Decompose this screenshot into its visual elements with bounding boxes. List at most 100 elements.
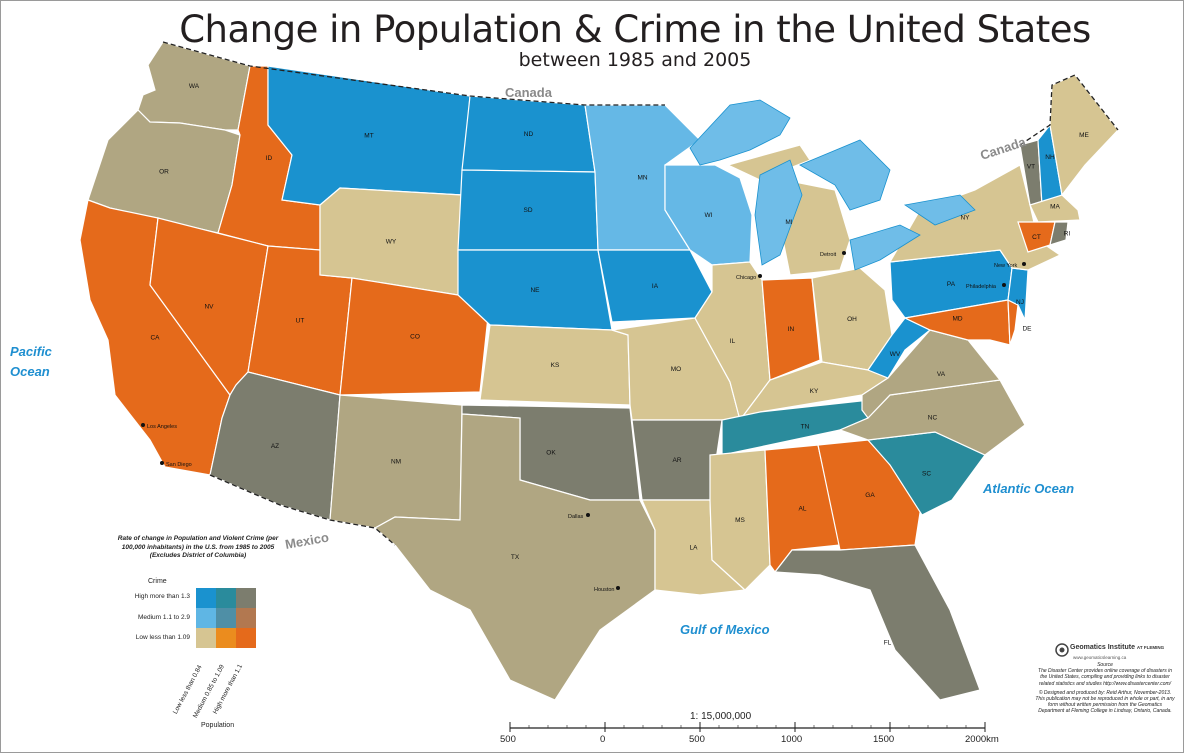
city-label-san-diego: San Diego — [166, 462, 192, 468]
state-label-ca: CA — [150, 335, 160, 342]
state-TX — [373, 413, 656, 701]
state-label-al: AL — [799, 506, 807, 513]
scale-tick-0: 500 — [500, 734, 516, 745]
mexico-label: Mexico — [284, 530, 330, 552]
legend-cell-low-low — [196, 628, 216, 648]
legend-cell-med-high — [236, 608, 256, 628]
scale-tick-5: 2000km — [965, 734, 999, 745]
scale-tick-3: 1000 — [781, 734, 803, 745]
state-label-ms: MS — [735, 517, 745, 524]
state-label-pa: PA — [947, 281, 956, 288]
canada-label-east: Canada — [978, 134, 1028, 163]
state-label-ga: GA — [865, 492, 875, 499]
credit-designed: © Designed and produced by: Reid Arthur,… — [1035, 689, 1175, 715]
state-CO — [339, 277, 491, 396]
state-label-id: ID — [266, 155, 273, 162]
state-label-nv: NV — [204, 304, 214, 311]
legend-cell-high-low — [196, 588, 216, 608]
state-label-ar: AR — [672, 457, 681, 464]
state-DE — [1007, 299, 1019, 346]
legend-grid — [196, 588, 256, 648]
legend-cell-low-high — [236, 628, 256, 648]
great-lakes — [689, 99, 976, 271]
city-label-los-angeles: Los Angeles — [147, 424, 177, 430]
state-label-tx: TX — [511, 554, 520, 561]
scale-label: 1: 15,000,000 — [690, 711, 752, 722]
state-label-or: OR — [159, 169, 169, 176]
city-dot-dallas — [586, 513, 590, 517]
map-subtitle: between 1985 and 2005 — [518, 49, 752, 71]
state-MA — [1029, 194, 1081, 223]
state-label-md: MD — [952, 316, 962, 323]
state-label-il: IL — [730, 338, 736, 345]
atlantic-ocean-label: Atlantic Ocean — [982, 481, 1074, 496]
state-label-vt: VT — [1027, 164, 1035, 171]
pacific-ocean-label-2: Ocean — [10, 364, 50, 379]
state-GA — [817, 439, 923, 551]
state-label-va: VA — [937, 371, 946, 378]
legend-cell-med-low — [196, 608, 216, 628]
state-label-ma: MA — [1050, 204, 1060, 211]
state-label-mi: MI — [785, 219, 792, 226]
state-label-fl: FL — [884, 640, 892, 647]
state-label-wy: WY — [386, 239, 397, 246]
state-label-ne: NE — [530, 287, 540, 294]
state-FL — [773, 544, 981, 701]
legend-cell-med-med — [216, 608, 236, 628]
gulf-of-mexico-label: Gulf of Mexico — [680, 622, 770, 637]
state-label-az: AZ — [271, 443, 279, 450]
pacific-ocean-label-1: Pacific — [10, 344, 53, 359]
state-label-ri: RI — [1064, 231, 1071, 238]
state-label-ky: KY — [810, 388, 819, 395]
state-label-de: DE — [1022, 326, 1032, 333]
mexico-border — [209, 474, 396, 546]
state-label-wi: WI — [705, 212, 713, 219]
state-label-la: LA — [690, 545, 699, 552]
state-label-mo: MO — [671, 366, 681, 373]
scale-tick-4: 1500 — [873, 734, 895, 745]
legend-cell-low-med — [216, 628, 236, 648]
state-label-mn: MN — [637, 175, 647, 182]
state-label-nm: NM — [391, 459, 401, 466]
state-label-ct: CT — [1032, 234, 1041, 241]
legend-crime-label: Crime — [148, 578, 167, 585]
city-label-detroit: Detroit — [820, 252, 837, 258]
state-label-in: IN — [788, 326, 795, 333]
state-label-co: CO — [410, 334, 420, 341]
state-label-nh: NH — [1045, 154, 1055, 161]
city-dot-detroit — [842, 251, 846, 255]
city-label-dallas: Dallas — [568, 514, 584, 520]
canada-border — [162, 41, 1119, 146]
map-title: Change in Population & Crime in the Unit… — [179, 8, 1091, 51]
state-label-nc: NC — [928, 415, 938, 422]
credit-source-head: Source — [1097, 662, 1113, 668]
scale-tick-2: 500 — [689, 734, 705, 745]
state-label-sc: SC — [922, 471, 931, 478]
scale-tick-1: 0 — [600, 734, 606, 745]
city-label-new-york: New York — [994, 263, 1017, 269]
state-RI — [1049, 221, 1069, 246]
city-dot-new-york — [1022, 262, 1026, 266]
city-dot-chicago — [758, 274, 762, 278]
state-IN — [761, 277, 821, 381]
state-label-wv: WV — [890, 351, 901, 358]
credit-block: Source The Disaster Center provides onli… — [1035, 662, 1175, 715]
state-label-mt: MT — [364, 133, 373, 140]
state-label-me: ME — [1079, 132, 1089, 139]
state-label-sd: SD — [523, 207, 532, 214]
state-label-ks: KS — [551, 362, 560, 369]
geomatics-logo-icon — [1055, 643, 1069, 657]
city-dot-philadelphia — [1002, 283, 1006, 287]
city-dot-houston — [616, 586, 620, 590]
city-label-houston: Houston — [594, 587, 615, 593]
city-dot-los-angeles — [141, 423, 145, 427]
canada-label-north: Canada — [505, 85, 553, 100]
legend-crime-high: High more than 1.3 — [134, 593, 190, 600]
city-markers: Los Angeles San Diego Dallas Houston Chi… — [141, 251, 1026, 593]
state-label-ok: OK — [546, 450, 556, 457]
city-dot-san-diego — [160, 461, 164, 465]
credit-url: www.geomaticslearning.ca — [1073, 655, 1127, 660]
state-label-oh: OH — [847, 316, 857, 323]
city-label-chicago: Chicago — [736, 275, 756, 281]
legend-crime-low: Low less than 1.09 — [135, 634, 190, 641]
